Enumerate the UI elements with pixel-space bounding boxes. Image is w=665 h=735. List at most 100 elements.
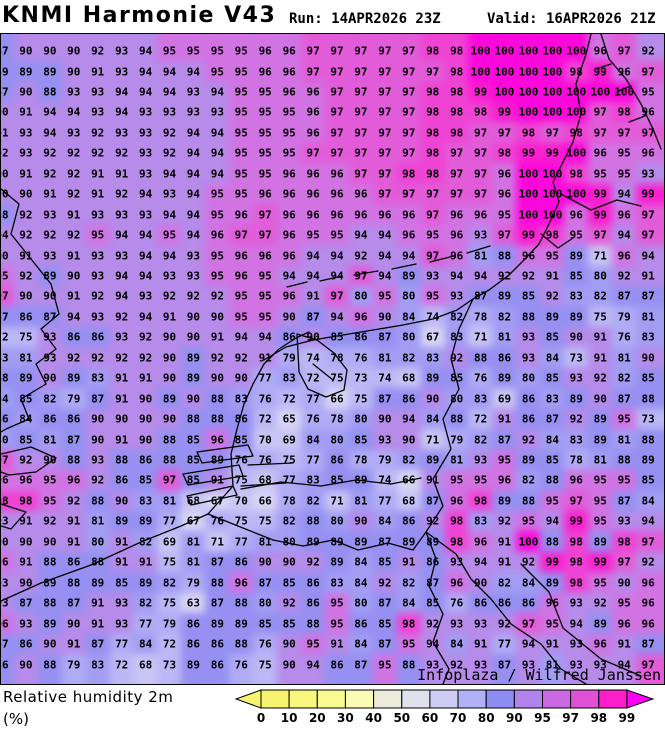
grid-value: 85 bbox=[545, 330, 560, 344]
grid-cell bbox=[516, 142, 541, 164]
grid-value: 75 bbox=[258, 658, 272, 671]
grid-cell bbox=[444, 265, 469, 287]
grid-cell bbox=[564, 367, 589, 389]
grid-value: 97 bbox=[497, 126, 512, 140]
grid-value: 92 bbox=[91, 289, 105, 303]
grid-value: 95 bbox=[282, 126, 296, 140]
grid-value: 100 bbox=[542, 65, 563, 78]
grid-cell bbox=[348, 204, 374, 225]
grid-cell bbox=[396, 429, 421, 450]
grid-cell bbox=[277, 510, 302, 532]
colorbar-tick-label: 97 bbox=[562, 711, 579, 725]
grid-value: 87 bbox=[378, 535, 392, 549]
grid-cell bbox=[133, 429, 158, 450]
grid-value: 94 bbox=[378, 249, 392, 262]
grid-value: 94 bbox=[641, 514, 655, 528]
grid-value: 83 bbox=[1, 351, 9, 365]
grid-value: 92 bbox=[450, 351, 464, 365]
grid-value: 86 bbox=[354, 330, 368, 344]
grid-value: 85 bbox=[521, 289, 536, 303]
grid-cell bbox=[157, 224, 182, 246]
grid-cell bbox=[229, 34, 254, 62]
grid-cell bbox=[540, 388, 565, 410]
grid-cell bbox=[37, 470, 63, 491]
grid-cell bbox=[85, 286, 110, 307]
grid-value: 93 bbox=[67, 126, 81, 140]
grid-cell bbox=[300, 34, 326, 62]
grid-value: 94 bbox=[378, 269, 392, 283]
grid-value: 91 bbox=[115, 392, 129, 406]
grid-value: 88 bbox=[234, 637, 248, 651]
grid-cell bbox=[635, 470, 664, 491]
grid-cell bbox=[61, 183, 86, 205]
grid-cell bbox=[420, 306, 445, 328]
grid-cell bbox=[420, 388, 445, 410]
grid-value: 75 bbox=[162, 555, 177, 569]
grid-value: 79 bbox=[162, 617, 177, 631]
grid-value: 97 bbox=[354, 85, 368, 99]
grid-value: 96 bbox=[67, 473, 81, 487]
grid-cell bbox=[468, 101, 493, 123]
grid-cell bbox=[300, 286, 326, 307]
grid-value: 99 bbox=[521, 228, 536, 242]
grid-value: 97 bbox=[1, 289, 9, 303]
grid-value: 90 bbox=[258, 555, 272, 569]
grid-cell bbox=[181, 388, 206, 410]
colorbar-tick-label: 10 bbox=[281, 711, 298, 725]
grid-cell bbox=[588, 306, 613, 328]
grid-cell bbox=[468, 347, 493, 369]
grid-cell bbox=[372, 531, 398, 553]
grid-value: 91 bbox=[497, 555, 512, 569]
grid-cell bbox=[13, 61, 39, 82]
grid-value: 94 bbox=[641, 249, 655, 262]
grid-cell bbox=[588, 367, 613, 389]
grid-cell bbox=[277, 183, 302, 205]
grid-value: 93 bbox=[43, 249, 57, 262]
grid-value: 95 bbox=[426, 289, 440, 303]
grid-value: 74 bbox=[426, 310, 440, 324]
grid-cell bbox=[157, 163, 182, 185]
grid-value: 89 bbox=[43, 269, 57, 283]
grid-cell bbox=[444, 490, 469, 512]
grid-value: 87 bbox=[378, 330, 392, 344]
grid-value: 78 bbox=[473, 310, 488, 324]
grid-cell bbox=[1, 388, 15, 410]
grid-value: 90 bbox=[162, 371, 177, 385]
grid-cell bbox=[109, 367, 134, 389]
grid-value: 98 bbox=[450, 85, 464, 99]
grid-value: 96 bbox=[354, 310, 368, 324]
grid-cell bbox=[612, 183, 637, 205]
grid-value: 87 bbox=[426, 494, 440, 508]
grid-cell bbox=[253, 286, 278, 307]
colorbar-tick-label: 98 bbox=[590, 711, 607, 725]
grid-value: 86 bbox=[43, 412, 57, 426]
grid-value: 81 bbox=[617, 351, 631, 365]
grid-value: 94 bbox=[115, 289, 129, 303]
grid-cell bbox=[181, 510, 206, 532]
grid-value: 95 bbox=[426, 228, 440, 242]
grid-value: 90 bbox=[138, 412, 153, 426]
grid-value: 95 bbox=[330, 228, 344, 242]
grid-cell bbox=[420, 367, 445, 389]
grid-value: 90 bbox=[43, 637, 57, 651]
grid-cell bbox=[61, 531, 86, 553]
grid-value: 88 bbox=[402, 658, 416, 671]
grid-value: 91 bbox=[19, 167, 33, 181]
grid-value: 76 bbox=[210, 514, 225, 528]
grid-value: 95 bbox=[378, 658, 392, 671]
grid-value: 76 bbox=[354, 351, 368, 365]
grid-value: 92 bbox=[162, 146, 177, 160]
grid-value: 95 bbox=[43, 473, 57, 487]
grid-cell bbox=[396, 510, 421, 532]
grid-value: 91 bbox=[162, 310, 177, 324]
grid-value: 99 bbox=[497, 105, 512, 119]
grid-value: 100 bbox=[518, 187, 539, 201]
grid-cell bbox=[396, 163, 421, 185]
grid-value: 86 bbox=[1, 658, 9, 671]
grid-value: 95 bbox=[545, 249, 560, 262]
grid-value: 91 bbox=[91, 167, 105, 181]
grid-value: 91 bbox=[19, 555, 33, 569]
grid-value: 96 bbox=[1, 617, 9, 631]
grid-cell bbox=[85, 531, 110, 553]
grid-value: 91 bbox=[330, 637, 344, 651]
